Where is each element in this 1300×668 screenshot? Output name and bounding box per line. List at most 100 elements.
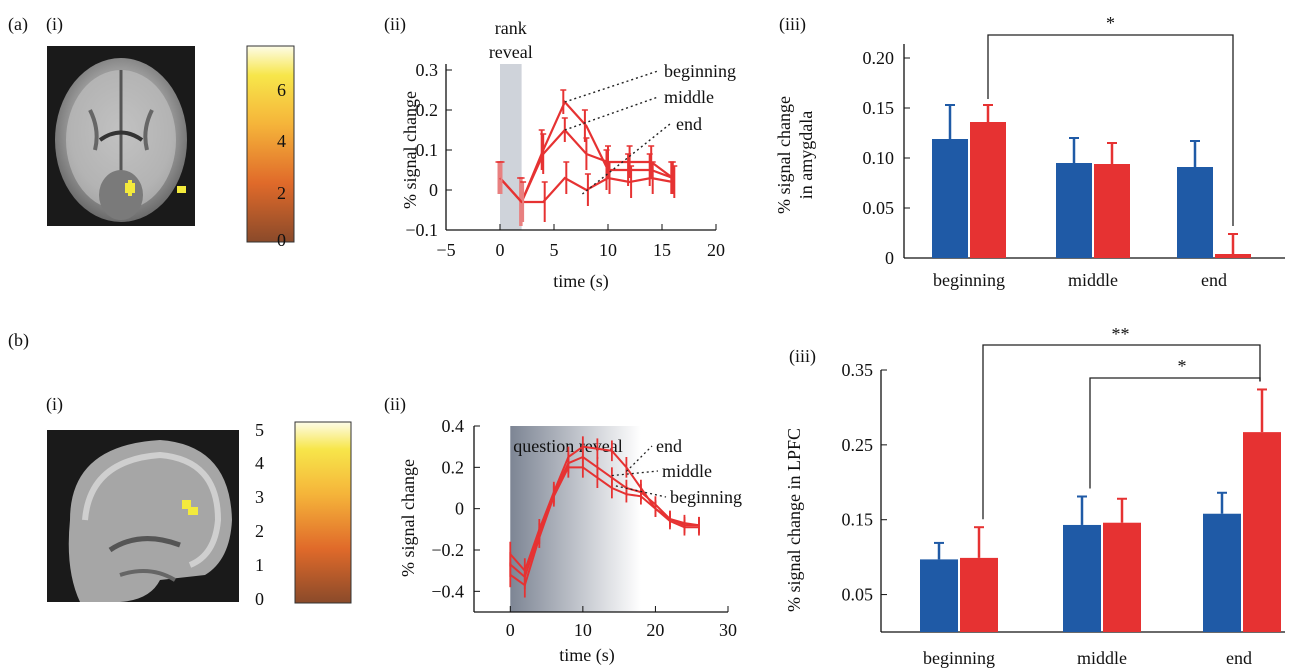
x-tick-label: 20 bbox=[646, 620, 664, 640]
x-category-label: middle bbox=[1077, 648, 1127, 668]
rank-reveal-band bbox=[500, 64, 522, 230]
y-axis-label: % signal change in LPFC bbox=[784, 428, 804, 612]
y-tick-label: 0 bbox=[455, 499, 464, 519]
y-tick-label: 0.2 bbox=[416, 100, 439, 120]
x-tick-label: 30 bbox=[719, 620, 737, 640]
bar bbox=[960, 557, 998, 632]
panel-a-text: (a) bbox=[8, 14, 28, 34]
significance-bracket bbox=[1089, 377, 1261, 489]
x-category-label: beginning bbox=[923, 648, 995, 668]
chart-b-iii: 0.05 0.15 0.25 0.35 % signal change in LPFC b… bbox=[784, 324, 1285, 668]
y-tick-label: 0 bbox=[885, 248, 894, 268]
x-category-label: middle bbox=[1068, 270, 1118, 290]
sub-label-a-ii: (ii) bbox=[384, 14, 406, 34]
legend-label-end: end bbox=[656, 436, 682, 456]
x-tick-label: −5 bbox=[436, 240, 455, 260]
significance-bracket bbox=[982, 344, 1261, 520]
legend-leader bbox=[615, 485, 667, 498]
bar bbox=[970, 122, 1006, 258]
x-category-label: beginning bbox=[933, 270, 1005, 290]
x-tick-label: 20 bbox=[707, 240, 725, 260]
legend-label-middle: middle bbox=[664, 87, 714, 107]
bar bbox=[920, 559, 958, 632]
y-tick-label: −0.4 bbox=[431, 581, 464, 601]
chart-b-ii: −0.4 −0.2 0 0.2 0.4 0 10 20 30 time (s) % signal c… bbox=[398, 416, 742, 666]
y-tick-label: 0.4 bbox=[442, 416, 465, 436]
y-axis-label: in amygdala bbox=[796, 111, 816, 199]
y-tick-label: 0.3 bbox=[416, 60, 439, 80]
question-reveal-label: question reveal bbox=[513, 436, 622, 456]
y-tick-label: 0.1 bbox=[416, 140, 439, 160]
colorbar-b-tick: 2 bbox=[255, 521, 264, 541]
colorbar-a-tick: 4 bbox=[277, 131, 286, 151]
chart-a-iii: 0 0.05 0.10 0.15 0.20 % signal change in amygd… bbox=[774, 13, 1285, 290]
bar bbox=[1063, 524, 1101, 632]
legend-label-middle: middle bbox=[662, 461, 712, 481]
colorbar-a-tick: 2 bbox=[277, 183, 286, 203]
chart-a-ii: rank reveal −0.1 0 0.1 0.2 0.3 −5 0 5 10 15 20 time (… bbox=[400, 18, 736, 292]
legend-label-end: end bbox=[676, 114, 702, 134]
question-reveal-band bbox=[510, 426, 641, 612]
sub-label-b-ii: (ii) bbox=[384, 394, 406, 414]
y-tick-label: 0.20 bbox=[863, 48, 895, 68]
colorbar-b-tick: 1 bbox=[255, 555, 264, 575]
colorbar-b-tick: 4 bbox=[255, 453, 264, 473]
legend-leader bbox=[564, 70, 659, 103]
significance-marker: * bbox=[1106, 13, 1115, 33]
x-tick-label: 0 bbox=[496, 240, 505, 260]
significance-marker: ** bbox=[1112, 324, 1130, 344]
panel-label-b: (b) bbox=[8, 330, 29, 350]
bar bbox=[932, 139, 968, 258]
legend-leader bbox=[581, 123, 671, 195]
y-axis-label: % signal change bbox=[400, 91, 420, 209]
bar bbox=[1103, 522, 1141, 632]
y-tick-label: 0.2 bbox=[442, 457, 465, 477]
significance-bracket bbox=[987, 34, 1234, 226]
legend-leader bbox=[564, 96, 659, 131]
y-tick-label: 0.35 bbox=[842, 360, 874, 380]
legend-label-beginning: beginning bbox=[670, 487, 742, 507]
y-axis-label: % signal change bbox=[398, 459, 418, 577]
series-line-middle bbox=[509, 455, 699, 579]
x-tick-label: 0 bbox=[506, 620, 515, 640]
sub-label-b-i: (i) bbox=[46, 394, 63, 414]
panel-label-a: (a) bbox=[8, 14, 28, 35]
y-tick-label: 0.25 bbox=[842, 435, 874, 455]
x-tick-label: 10 bbox=[599, 240, 617, 260]
bar bbox=[1243, 432, 1281, 632]
colorbar-b-tick: 5 bbox=[255, 420, 264, 440]
bar bbox=[1203, 513, 1241, 632]
sub-label-a-i: (i) bbox=[46, 14, 63, 34]
x-axis-label: time (s) bbox=[559, 645, 615, 666]
y-tick-label: 0.05 bbox=[842, 585, 874, 605]
y-tick-label: 0.15 bbox=[863, 98, 895, 118]
x-tick-label: 15 bbox=[653, 240, 671, 260]
x-tick-label: 5 bbox=[550, 240, 559, 260]
sub-label-b-iii: (iii) bbox=[789, 346, 816, 366]
x-category-label: end bbox=[1201, 270, 1227, 290]
legend-leader bbox=[625, 445, 653, 472]
rank-reveal-label: reveal bbox=[489, 42, 533, 62]
colorbar-a-tick: 0 bbox=[277, 230, 286, 250]
sub-label-a-iii: (iii) bbox=[779, 14, 806, 34]
y-tick-label: −0.1 bbox=[405, 220, 438, 240]
y-tick-label: 0.05 bbox=[863, 198, 895, 218]
y-tick-label: 0.15 bbox=[842, 510, 874, 530]
bar bbox=[1177, 167, 1213, 258]
x-category-label: end bbox=[1226, 648, 1252, 668]
colorbar-a-tick: 6 bbox=[277, 80, 286, 100]
legend-label-beginning: beginning bbox=[664, 61, 736, 81]
y-axis-label: % signal change bbox=[774, 96, 794, 214]
x-tick-label: 10 bbox=[574, 620, 592, 640]
colorbar-b-tick: 3 bbox=[255, 487, 264, 507]
series-line-beginning bbox=[509, 466, 699, 587]
y-tick-label: 0 bbox=[429, 180, 438, 200]
colorbar-b-tick: 0 bbox=[255, 589, 264, 609]
bar bbox=[1215, 254, 1251, 258]
y-tick-label: −0.2 bbox=[431, 540, 464, 560]
significance-marker: * bbox=[1178, 356, 1187, 376]
bar bbox=[1056, 163, 1092, 258]
bar bbox=[1094, 164, 1130, 258]
x-axis-label: time (s) bbox=[553, 271, 609, 292]
